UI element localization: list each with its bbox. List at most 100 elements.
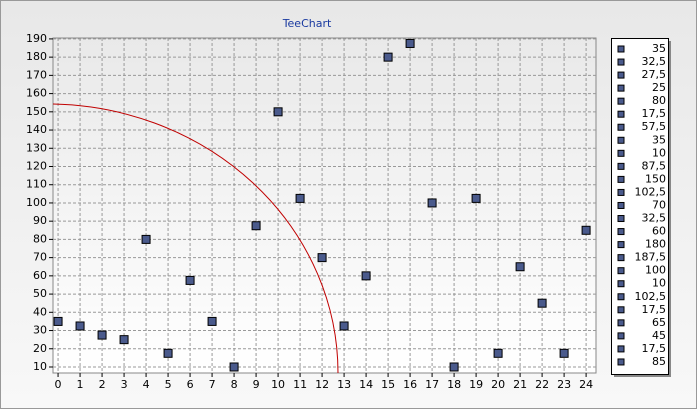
legend-marker	[617, 123, 625, 131]
legend-marker	[617, 332, 625, 340]
point	[537, 298, 547, 308]
x-tick-label: 16	[403, 378, 417, 391]
x-tick-label: 14	[359, 378, 373, 391]
legend-label: 102,5	[635, 290, 667, 303]
legend-label: 60	[652, 225, 666, 238]
legend-marker	[617, 110, 625, 118]
legend-label: 150	[645, 172, 666, 185]
legend-label: 25	[652, 81, 666, 94]
legend-marker	[617, 293, 625, 301]
point	[449, 362, 459, 372]
point	[53, 316, 63, 326]
legend-label: 35	[652, 133, 666, 146]
y-tick-label: 20	[33, 342, 47, 355]
legend-label: 27,5	[642, 68, 667, 81]
y-tick-label: 150	[26, 105, 47, 118]
x-tick-label: 17	[425, 378, 439, 391]
legend-marker	[617, 58, 625, 66]
point	[295, 193, 305, 203]
plot-area	[52, 37, 597, 374]
x-tick-label: 2	[99, 378, 106, 391]
point	[119, 335, 129, 345]
legend-label: 187,5	[635, 251, 667, 264]
y-tick-label: 80	[33, 232, 47, 245]
legend-marker	[617, 241, 625, 249]
point	[163, 348, 173, 358]
y-tick-label: 40	[33, 305, 47, 318]
point	[427, 198, 437, 208]
legend-label: 32,5	[642, 55, 667, 68]
legend-marker	[617, 358, 625, 366]
x-tick-label: 13	[337, 378, 351, 391]
legend-marker	[617, 254, 625, 262]
y-tick-label: 140	[26, 123, 47, 136]
point	[361, 271, 371, 281]
point	[251, 221, 261, 231]
x-tick-label: 1	[77, 378, 84, 391]
legend-label: 35	[652, 42, 666, 55]
x-tick-label: 5	[165, 378, 172, 391]
point	[471, 193, 481, 203]
y-tick-label: 70	[33, 251, 47, 264]
legend-marker	[617, 149, 625, 157]
marks	[53, 38, 591, 372]
y-tick-label: 170	[26, 68, 47, 81]
legend-marker	[617, 228, 625, 236]
legend-marker	[617, 201, 625, 209]
y-tick-label: 190	[26, 32, 47, 45]
legend-marker	[617, 306, 625, 314]
point	[493, 348, 503, 358]
legend-marker	[617, 136, 625, 144]
point	[75, 321, 85, 331]
legend-marker	[617, 162, 625, 170]
x-tick-label: 12	[315, 378, 329, 391]
chart-title: TeeChart	[282, 17, 332, 30]
legend-label: 17,5	[642, 107, 667, 120]
y-tick-label: 110	[26, 178, 47, 191]
legend-marker	[617, 319, 625, 327]
x-tick-label: 24	[579, 378, 593, 391]
x-tick-label: 19	[469, 378, 483, 391]
legend-label: 87,5	[642, 159, 667, 172]
x-tick-label: 23	[557, 378, 571, 391]
y-tick-label: 130	[26, 141, 47, 154]
point	[383, 52, 393, 62]
legend-label: 102,5	[635, 185, 667, 198]
grid: 1020304050607080901001101201301401501601…	[26, 32, 596, 391]
legend-label: 57,5	[642, 120, 667, 133]
legend-label: 85	[652, 355, 666, 368]
legend-marker	[617, 71, 625, 79]
legend-marker	[617, 267, 625, 275]
legend-marker	[617, 97, 625, 105]
legend-label: 17,5	[642, 342, 667, 355]
legend-label: 180	[645, 238, 666, 251]
legend-label: 80	[652, 94, 666, 107]
x-tick-label: 7	[209, 378, 216, 391]
x-tick-label: 11	[293, 378, 307, 391]
legend-label: 10	[652, 146, 666, 159]
y-tick-label: 180	[26, 50, 47, 63]
y-tick-label: 160	[26, 87, 47, 100]
point	[97, 330, 107, 340]
x-tick-label: 6	[187, 378, 194, 391]
point	[185, 275, 195, 285]
y-tick-label: 100	[26, 196, 47, 209]
point	[229, 362, 239, 372]
legend-label: 45	[652, 329, 666, 342]
x-tick-label: 10	[271, 378, 285, 391]
legend-marker	[617, 188, 625, 196]
y-tick-label: 90	[33, 214, 47, 227]
legend-items: 3532,527,5258017,557,5351087,5150102,570…	[617, 42, 667, 368]
y-tick-label: 60	[33, 269, 47, 282]
legend-label: 10	[652, 277, 666, 290]
curve	[53, 103, 339, 373]
x-tick-label: 21	[513, 378, 527, 391]
x-tick-label: 8	[231, 378, 238, 391]
legend-label: 70	[652, 198, 666, 211]
legend-marker	[617, 175, 625, 183]
point	[405, 38, 415, 48]
y-tick-label: 30	[33, 324, 47, 337]
y-tick-label: 120	[26, 159, 47, 172]
legend-marker	[617, 280, 625, 288]
